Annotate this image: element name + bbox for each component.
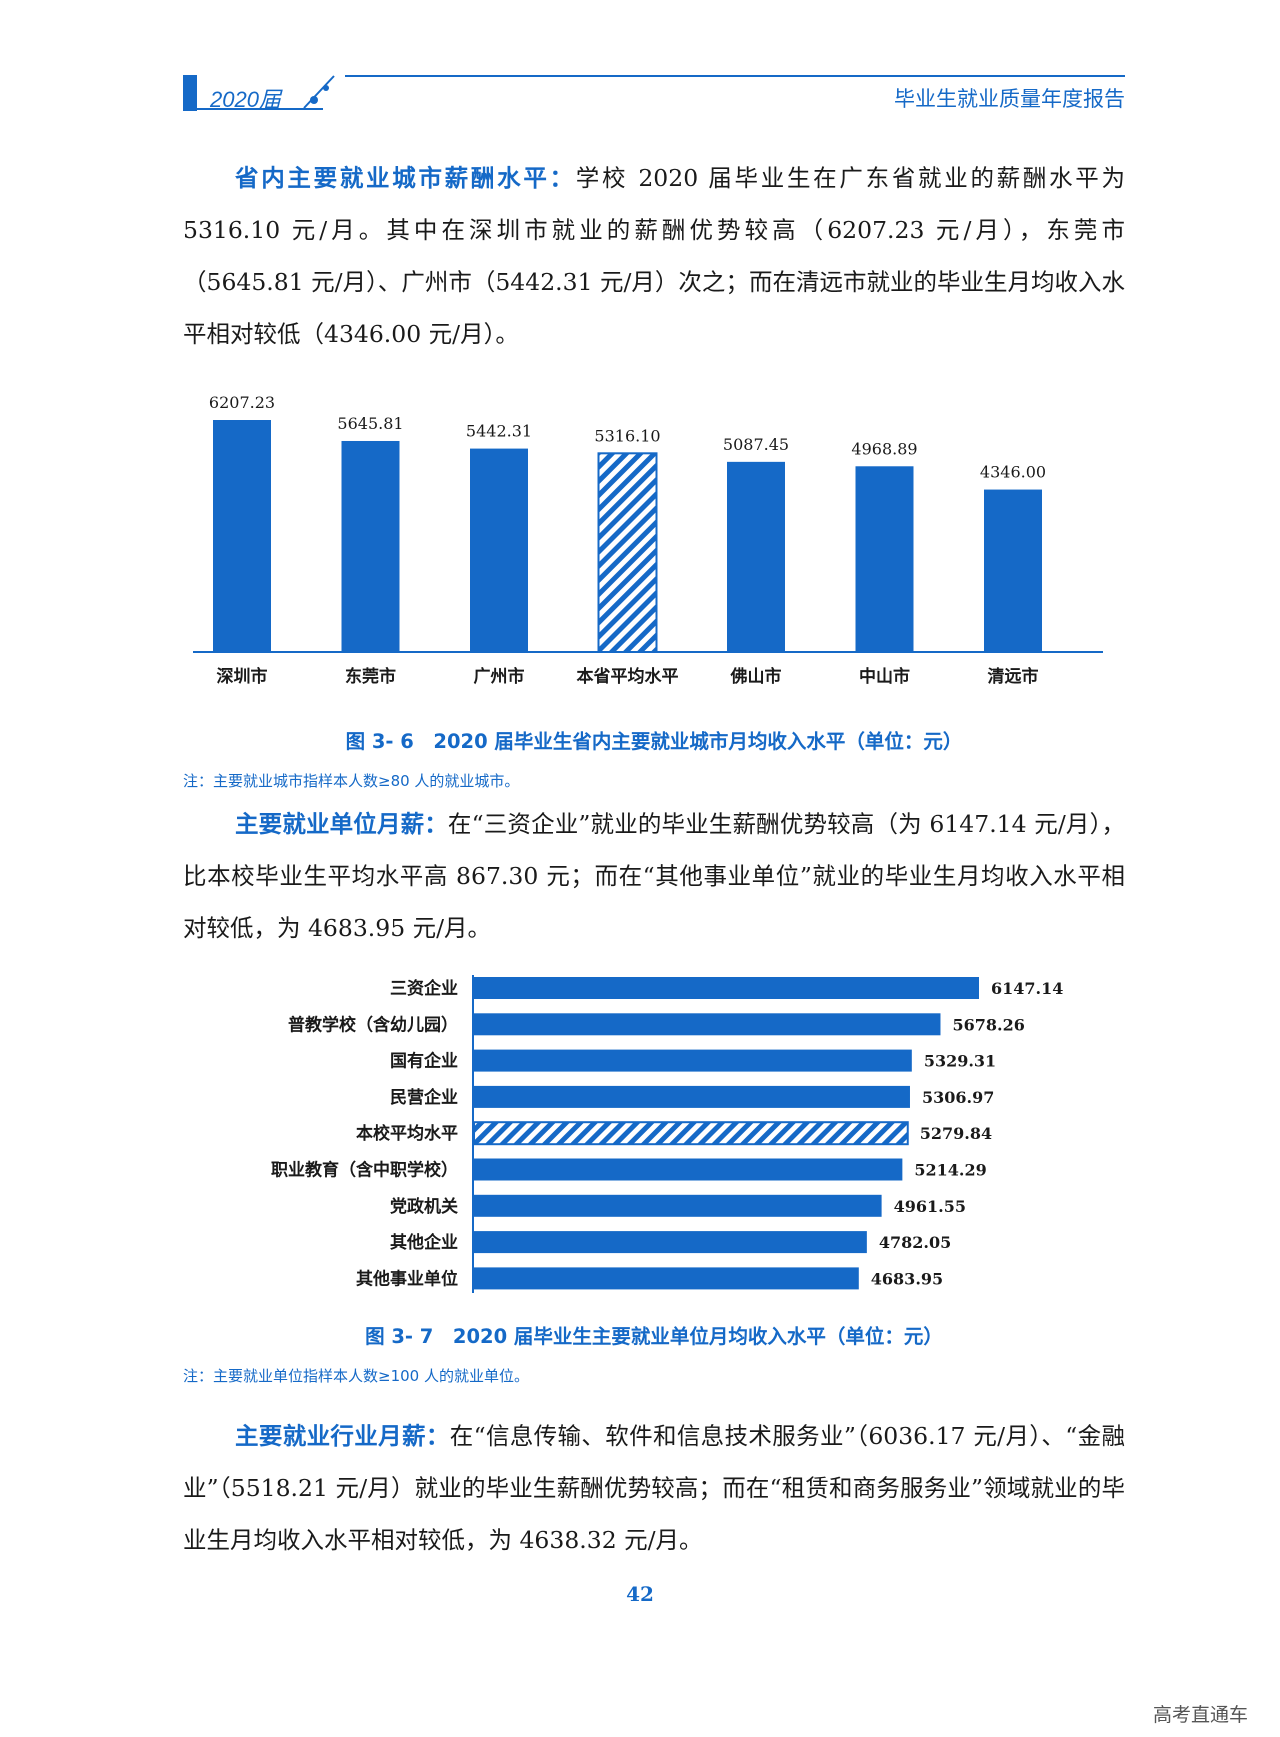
bar-1 — [341, 440, 400, 652]
header-rule-left — [183, 108, 323, 110]
bar-2 — [474, 1049, 912, 1072]
category-label: 本省平均水平 — [577, 666, 679, 687]
category-label: 清远市 — [988, 666, 1039, 687]
paragraph-lead: 主要就业行业月薪： — [235, 1422, 450, 1450]
data-label: 4961.55 — [894, 1197, 966, 1216]
category-label: 民营企业 — [390, 1087, 458, 1108]
bar-3 — [597, 452, 658, 653]
header-decoration-icon — [303, 75, 335, 109]
bar-6 — [474, 1194, 882, 1217]
data-label: 5442.31 — [466, 422, 532, 441]
category-label: 广州市 — [474, 666, 525, 687]
data-label: 5279.84 — [920, 1124, 992, 1143]
data-label: 5678.26 — [952, 1015, 1024, 1034]
bar-4 — [473, 1121, 909, 1146]
bar-7 — [474, 1231, 867, 1254]
data-label: 5214.29 — [914, 1161, 986, 1180]
employer-salary-chart: 6147.14 三资企业 5678.26 普教学校（含幼儿园） 5329.31 国有企业 5… — [271, 975, 1063, 1293]
paragraph-text: 在“信息传输、软件和信息技术服务业”（6036.17 元/月）、“金融业”（55… — [183, 1422, 1126, 1554]
bar-3 — [474, 1085, 910, 1108]
header-rule-right — [345, 75, 1125, 77]
data-label: 4683.95 — [871, 1269, 943, 1288]
paragraph-industry-salary: 主要就业行业月薪：在“信息传输、软件和信息技术服务业”（6036.17 元/月）… — [183, 1410, 1125, 1566]
header-accent-bar — [183, 75, 197, 111]
paragraph-text: 在“三资企业”就业的毕业生薪酬优势较高（为 6147.14 元/月），比本校毕业… — [183, 810, 1125, 942]
header-year: 2020届 — [210, 87, 281, 112]
bar-2 — [470, 448, 528, 652]
category-label: 职业教育（含中职学校） — [271, 1160, 458, 1181]
figure-note: 注：主要就业单位指样本人数≥100 人的就业单位。 — [183, 1367, 529, 1385]
data-label: 4968.89 — [851, 439, 917, 458]
paragraph-lead: 主要就业单位月薪： — [235, 810, 448, 838]
bar-5 — [474, 1158, 903, 1181]
bar-4 — [727, 461, 785, 652]
figure-note: 注：主要就业城市指样本人数≥80 人的就业城市。 — [183, 772, 520, 790]
category-label: 党政机关 — [390, 1196, 458, 1217]
paragraph-city-salary: 省内主要就业城市薪酬水平：学校 2020 届毕业生在广东省就业的薪酬水平为 53… — [183, 152, 1125, 360]
data-label: 5645.81 — [337, 414, 403, 433]
page-number: 42 — [626, 1582, 654, 1606]
category-label: 其他事业单位 — [356, 1268, 458, 1289]
category-label: 佛山市 — [730, 666, 782, 687]
category-label: 普教学校（含幼儿园） — [288, 1014, 458, 1035]
category-label: 三资企业 — [390, 978, 458, 999]
bar-0 — [474, 977, 979, 999]
data-label: 5087.45 — [723, 435, 789, 454]
category-label: 国有企业 — [390, 1051, 458, 1072]
data-label: 5316.10 — [594, 426, 660, 445]
data-label: 5306.97 — [922, 1088, 994, 1107]
paragraph-lead: 省内主要就业城市薪酬水平： — [235, 164, 576, 192]
figure-caption: 图 3- 6 2020 届毕业生省内主要就业城市月均收入水平（单位：元） — [345, 730, 963, 753]
data-label: 6147.14 — [991, 979, 1063, 998]
category-label: 其他企业 — [390, 1232, 458, 1253]
paragraph-text: 学校 2020 届毕业生在广东省就业的薪酬水平为 5316.10 元/月。其中在… — [183, 164, 1126, 348]
paragraph-employer-salary: 主要就业单位月薪：在“三资企业”就业的毕业生薪酬优势较高（为 6147.14 元… — [183, 798, 1125, 954]
data-label: 4782.05 — [879, 1233, 951, 1252]
data-label: 5329.31 — [924, 1052, 996, 1071]
bar-8 — [474, 1267, 859, 1290]
category-label: 东莞市 — [345, 666, 396, 687]
city-salary-chart: 6207.23 深圳市 5645.81 东莞市 5442.31 广州市 5316.10 本省平… — [193, 393, 1103, 687]
bar-5 — [855, 466, 914, 652]
bar-1 — [474, 1013, 941, 1036]
data-label: 4346.00 — [980, 463, 1046, 482]
header-title: 毕业生就业质量年度报告 — [894, 87, 1125, 111]
category-label: 深圳市 — [217, 666, 268, 687]
bar-0 — [213, 420, 271, 652]
category-label: 本校平均水平 — [356, 1123, 458, 1144]
bar-6 — [984, 489, 1042, 652]
category-label: 中山市 — [859, 666, 910, 687]
figure-caption: 图 3- 7 2020 届毕业生主要就业单位月均收入水平（单位：元） — [365, 1325, 943, 1348]
watermark: 高考直通车 — [1152, 1704, 1248, 1726]
data-label: 6207.23 — [209, 393, 275, 412]
